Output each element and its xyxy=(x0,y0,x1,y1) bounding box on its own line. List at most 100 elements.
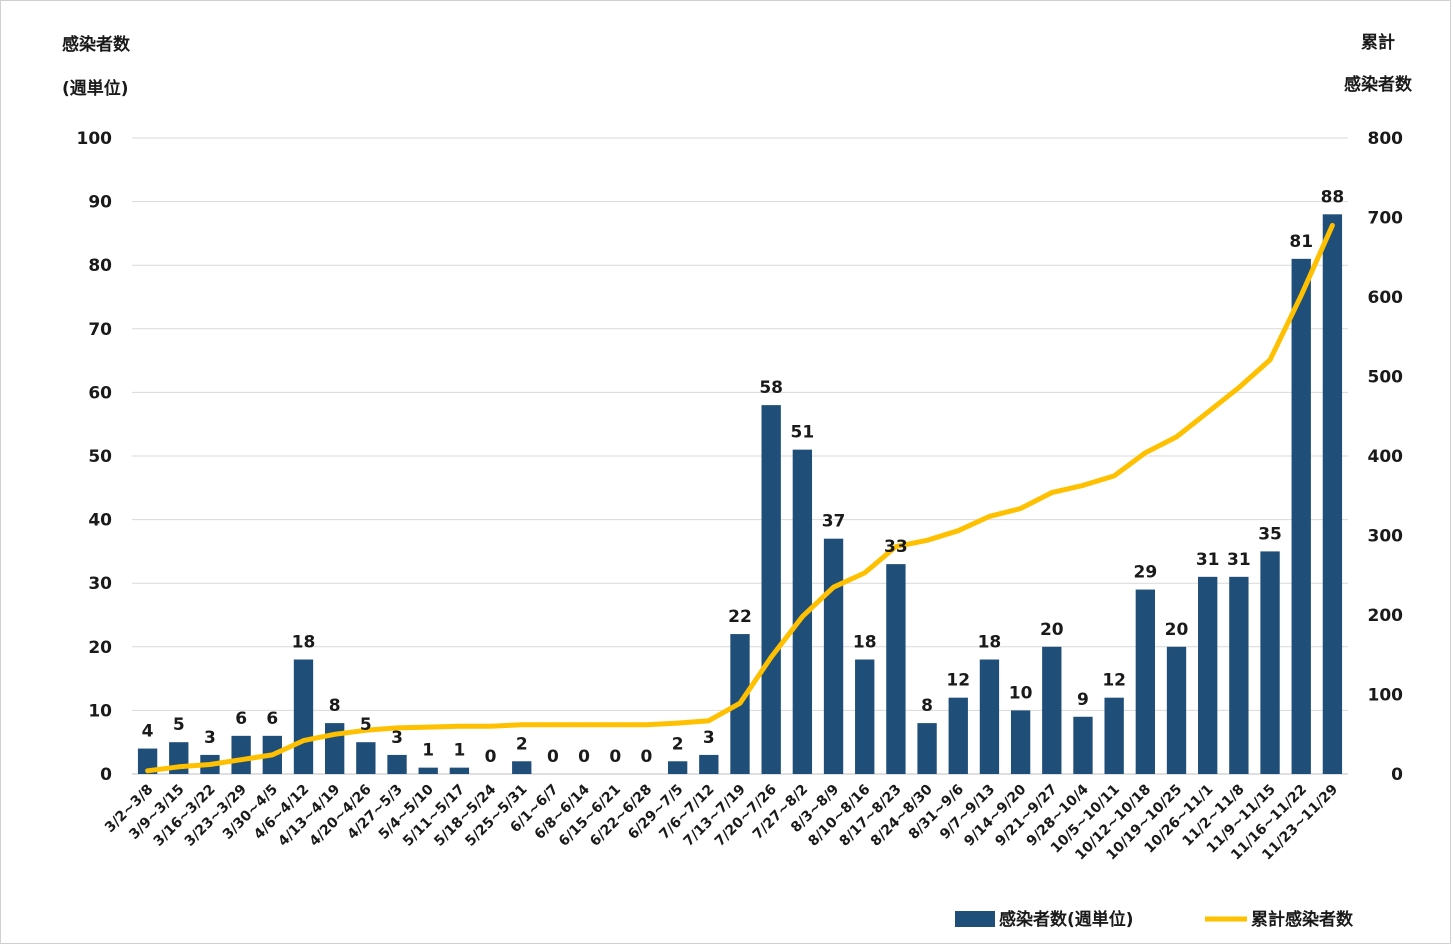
right-axis-title-line1: 累計 xyxy=(1361,32,1395,53)
bar xyxy=(855,659,875,774)
category-axis-labels: 3/2~3/83/9~3/153/16~3/223/23~3/293/30~4/… xyxy=(102,781,1341,863)
bar-data-label: 9 xyxy=(1077,690,1089,710)
bar xyxy=(387,754,407,774)
right-axis-ticks: 0 100 200 300 400 500 600 700 800 xyxy=(1368,129,1404,785)
bar-data-label: 0 xyxy=(641,747,653,767)
bar-data-label: 18 xyxy=(853,633,877,653)
bar-data-label: 0 xyxy=(578,747,590,767)
left-tick-label: 20 xyxy=(88,638,112,658)
bar xyxy=(293,659,314,774)
bar-data-label: 1 xyxy=(422,741,434,761)
bar xyxy=(1166,646,1187,774)
bar-data-label: 12 xyxy=(946,671,970,691)
bar xyxy=(699,754,719,774)
bar xyxy=(823,538,844,774)
bar-data-label: 4 xyxy=(142,722,154,742)
left-tick-label: 0 xyxy=(100,765,112,785)
bar-data-label: 8 xyxy=(921,696,933,716)
left-tick-label: 10 xyxy=(88,701,112,721)
bar-data-label: 20 xyxy=(1040,620,1064,640)
legend-line-label: 累計感染者数 xyxy=(1251,909,1354,930)
left-tick-label: 80 xyxy=(88,256,112,276)
bar xyxy=(1073,716,1093,774)
bar xyxy=(1322,214,1343,774)
right-tick-label: 100 xyxy=(1368,686,1404,706)
left-tick-label: 30 xyxy=(88,574,112,594)
bar-data-label: 35 xyxy=(1258,524,1282,544)
bar-data-label: 3 xyxy=(703,728,715,748)
bar-data-label: 2 xyxy=(516,734,528,754)
bar xyxy=(137,748,158,774)
left-tick-label: 100 xyxy=(77,129,113,149)
bar xyxy=(1135,589,1155,774)
bar-data-label: 37 xyxy=(822,512,846,532)
legend: 感染者数(週単位) 累計感染者数 xyxy=(955,909,1354,930)
bar-data-label: 88 xyxy=(1321,187,1345,207)
left-tick-label: 50 xyxy=(88,447,112,467)
bar-data-label: 6 xyxy=(235,709,247,729)
line-series xyxy=(145,222,1335,774)
bar xyxy=(1198,576,1218,774)
left-tick-label: 90 xyxy=(88,193,112,213)
bar xyxy=(418,767,438,774)
bar-data-label: 1 xyxy=(453,741,465,761)
bar xyxy=(325,723,345,774)
bar xyxy=(1229,576,1249,774)
left-tick-label: 40 xyxy=(88,511,112,531)
bar-data-label: 0 xyxy=(547,747,559,767)
bar-data-label: 3 xyxy=(204,728,216,748)
bar-data-label: 12 xyxy=(1102,671,1126,691)
right-tick-label: 600 xyxy=(1368,288,1404,308)
bar xyxy=(1291,258,1311,775)
right-tick-label: 200 xyxy=(1368,606,1404,626)
right-tick-label: 500 xyxy=(1368,368,1404,388)
legend-bar-swatch xyxy=(955,911,995,927)
bar-series xyxy=(137,214,1343,775)
left-axis-title-line2: (週単位) xyxy=(62,78,129,99)
right-tick-label: 300 xyxy=(1368,527,1404,547)
bar-data-label: 20 xyxy=(1165,620,1189,640)
bar-data-label: 31 xyxy=(1227,550,1251,570)
left-axis-ticks: 0 10 20 30 40 50 60 70 80 90 100 xyxy=(77,129,113,785)
bar xyxy=(231,735,251,774)
right-axis-title-line2: 感染者数 xyxy=(1344,74,1413,95)
bar-data-label: 18 xyxy=(978,633,1002,653)
bar xyxy=(512,761,532,774)
bar xyxy=(1260,551,1280,774)
left-tick-label: 70 xyxy=(88,320,112,340)
right-tick-label: 0 xyxy=(1391,765,1403,785)
bar-data-label: 33 xyxy=(884,537,908,557)
bar xyxy=(1010,710,1031,774)
bar xyxy=(356,742,376,774)
bar-data-label: 5 xyxy=(173,715,185,735)
right-tick-label: 800 xyxy=(1368,129,1404,149)
bar xyxy=(979,659,1000,774)
bar-data-label: 2 xyxy=(672,734,684,754)
bar-data-label: 10 xyxy=(1009,683,1033,703)
legend-bar-label: 感染者数(週単位) xyxy=(999,909,1134,930)
bar xyxy=(886,564,906,774)
bar-data-label: 58 xyxy=(759,378,783,398)
bar-data-label: 8 xyxy=(329,696,341,716)
bar-data-label: 6 xyxy=(266,709,278,729)
bar xyxy=(917,723,937,774)
bar-data-label: 5 xyxy=(360,715,372,735)
bar-data-label: 31 xyxy=(1196,550,1220,570)
bar-data-label: 0 xyxy=(609,747,621,767)
bar xyxy=(948,697,968,774)
bar xyxy=(667,761,688,774)
bar-data-label: 81 xyxy=(1289,232,1313,252)
bar xyxy=(449,767,470,774)
left-tick-label: 60 xyxy=(88,383,112,403)
right-tick-label: 400 xyxy=(1368,447,1404,467)
right-tick-label: 700 xyxy=(1368,209,1404,229)
bar-data-label: 22 xyxy=(728,607,752,627)
bar-data-label: 0 xyxy=(485,747,497,767)
bar xyxy=(1104,697,1124,774)
bar xyxy=(761,405,781,774)
bar-data-label: 18 xyxy=(292,633,316,653)
left-axis-title-line1: 感染者数 xyxy=(62,34,131,55)
